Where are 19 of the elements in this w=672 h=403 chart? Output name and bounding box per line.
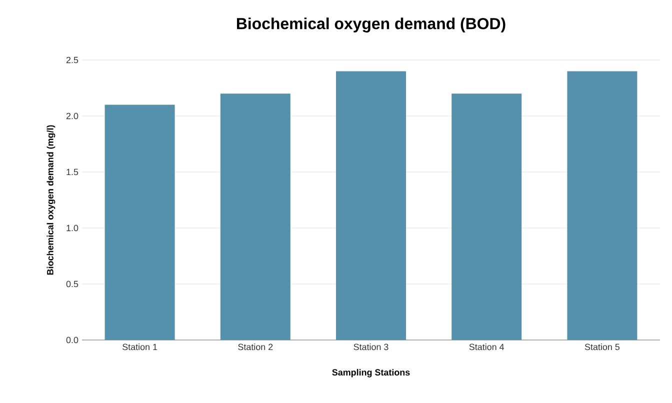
y-tick-label: 2.5 [66,56,78,64]
y-axis-title: Biochemical oxygen demand (mg/l) [46,125,56,275]
bar [452,94,522,340]
y-tick-label: 2.0 [66,112,78,120]
bar [567,71,638,340]
y-tick-label: 0.5 [66,280,78,288]
y-tick-label: 0.0 [66,336,78,344]
bar [336,71,406,340]
x-axis-title: Sampling Stations [332,368,410,378]
x-tick-label: Station 3 [354,344,388,350]
x-tick-label: Station 1 [122,344,158,350]
y-tick-label: 1.5 [66,168,78,176]
bar [104,104,175,340]
chart-title: Biochemical oxygen demand (BOD) [236,18,506,32]
x-tick-label: Station 2 [238,344,273,350]
x-tick-label: Station 5 [584,344,620,350]
bar [220,94,290,340]
x-tick-label: Station 4 [469,344,504,350]
y-tick-label: 1.0 [66,224,78,232]
